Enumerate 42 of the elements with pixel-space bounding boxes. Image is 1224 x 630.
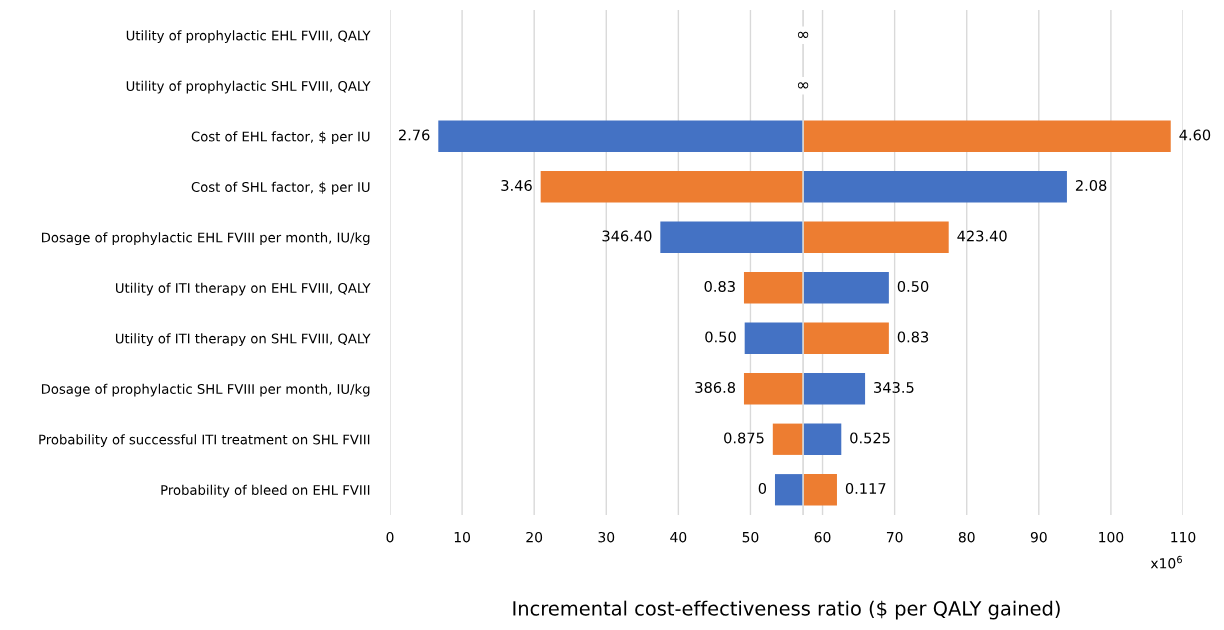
annotation: 0.50 (705, 331, 736, 343)
x-tick-label: 110 (1171, 531, 1196, 543)
y-tick-label: Utility of prophylactic SHL FVIII, QALY (126, 80, 371, 94)
x-tick-label: 40 (670, 531, 687, 543)
annotation: ∞ (797, 31, 809, 38)
x-tick-label: 30 (598, 531, 615, 543)
x-tick-label: 100 (1099, 531, 1124, 543)
x-tick-label: 60 (814, 531, 831, 543)
annotation: 423.40 (957, 230, 1007, 242)
annotation: 0.875 (724, 432, 764, 444)
annotation: 0.117 (845, 482, 886, 494)
annotation: 3.46 (501, 179, 532, 191)
annotation: ∞ (797, 82, 809, 89)
y-tick-label: Cost of EHL factor, $ per IU (191, 131, 370, 145)
x-axis-title: Incremental cost-effectiveness ratio ($ per QALY gained) (513, 600, 1060, 620)
annotation: 0.83 (897, 331, 929, 343)
annotation: 343.5 (874, 381, 914, 393)
y-tick-label: Cost of SHL factor, $ per IU (191, 181, 370, 195)
y-tick-label: Probability of bleed on EHL FVIII (161, 484, 370, 498)
annotation: 346.40 (602, 230, 652, 242)
x-tick-label: 10 (454, 531, 471, 543)
y-tick-label: Dosage of prophylactic EHL FVIII per month, IU/kg (42, 232, 370, 246)
annotation: 386.8 (695, 381, 736, 393)
text: x10$^{6}$ (1150, 555, 1182, 569)
annotation: 0 (758, 482, 767, 494)
x-tick-label: 0 (386, 531, 394, 543)
x-tick-label: 90 (1030, 531, 1047, 543)
annotation: 0.525 (850, 432, 890, 444)
y-tick-label: Utility of ITI therapy on SHL FVIII, QALY (115, 333, 371, 347)
x-tick-label: 20 (526, 531, 543, 543)
annotation: 0.50 (897, 280, 929, 292)
annotation: 4.60 (1179, 129, 1211, 141)
annotation: 2.08 (1075, 179, 1107, 191)
y-tick-label: Dosage of prophylactic SHL FVIII per month, IU/kg (41, 383, 370, 397)
y-tick-label: Utility of prophylactic EHL FVIII, QALY (126, 30, 371, 44)
x-tick-label: 80 (958, 531, 975, 543)
annotation: 0.83 (704, 280, 735, 292)
y-tick-label: Utility of ITI therapy on EHL FVIII, QALY (116, 282, 371, 296)
x-tick-label: 70 (886, 531, 903, 543)
x-tick-label: 50 (742, 531, 759, 543)
annotation: 2.76 (398, 129, 430, 141)
y-tick-label: Probability of successful ITI treatment on SHL FVIII (39, 434, 370, 448)
